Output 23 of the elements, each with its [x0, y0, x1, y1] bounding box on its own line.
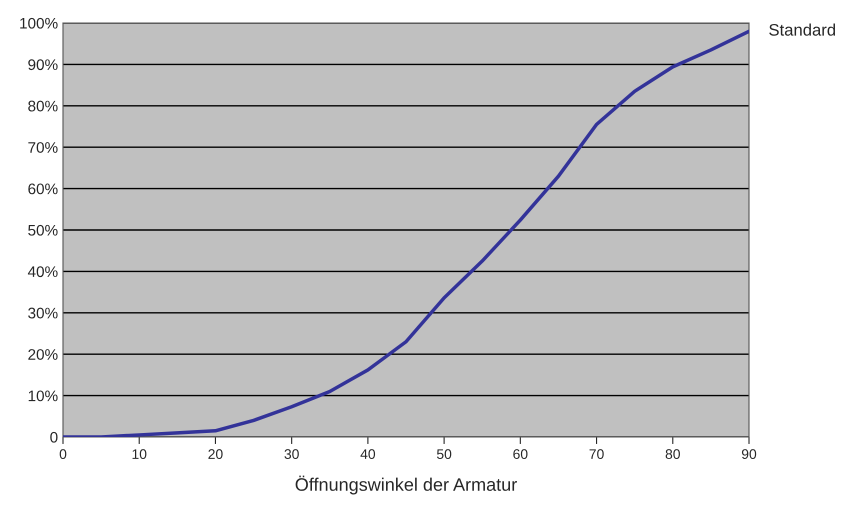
x-tick-label: 60 [513, 449, 528, 460]
y-tick-label: 0 [50, 432, 58, 443]
y-tick-label: 70% [28, 142, 58, 153]
x-tick-label: 0 [60, 449, 66, 460]
x-tick-label: 90 [742, 449, 756, 460]
x-axis-title: Öffnungswinkel der Armatur [296, 476, 517, 494]
y-tick-label: 60% [28, 183, 58, 194]
x-tick-label: 50 [436, 449, 452, 460]
x-tick-label: 20 [208, 449, 223, 460]
y-tick-label: 50% [28, 224, 58, 236]
x-tick-label: 10 [132, 449, 146, 460]
x-tick-label: 80 [666, 449, 680, 460]
y-tick-label: 20% [28, 349, 58, 360]
y-tick-label: 90% [28, 59, 58, 70]
y-tick-label: 30% [28, 308, 58, 318]
y-tick-label: 40% [28, 266, 58, 278]
y-tick-label: 10% [28, 390, 58, 402]
x-tick-label: 40 [360, 449, 376, 460]
y-tick-label: 80% [28, 100, 58, 112]
x-tick-label: 30 [284, 449, 299, 460]
y-tick-label: 100% [20, 18, 58, 29]
x-tick-label: 70 [590, 449, 604, 460]
series-label: Standard [769, 24, 836, 36]
